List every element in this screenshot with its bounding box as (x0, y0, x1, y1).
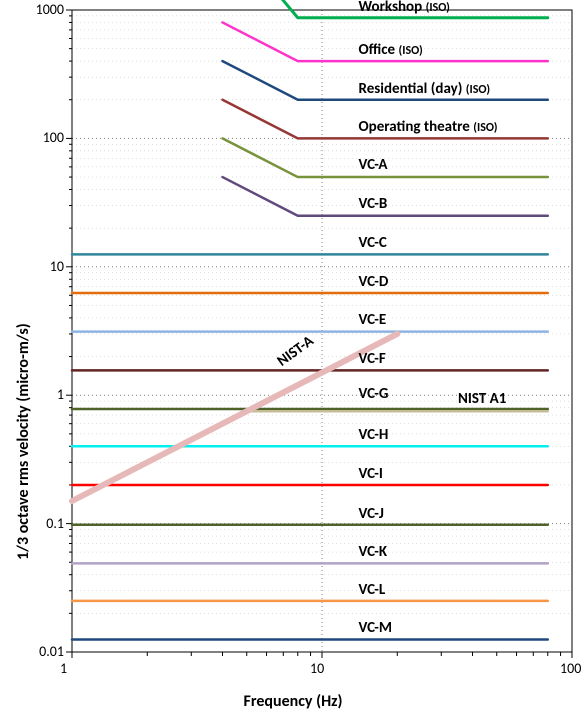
y-tick-label: 0.1 (46, 515, 64, 532)
y-tick-label: 1 (57, 386, 64, 403)
chart-root: 1/3 octave rms velocity (micro-m/s) Freq… (0, 0, 586, 720)
y-tick-label: 0.01 (39, 643, 64, 660)
y-tick-label: 10 (50, 258, 64, 275)
plot-area (0, 0, 586, 720)
x-tick-label: 100 (560, 660, 581, 677)
y-tick-label: 1000 (36, 1, 64, 18)
x-tick-label: 10 (310, 660, 324, 677)
y-tick-label: 100 (43, 129, 64, 146)
x-tick-label: 1 (60, 660, 67, 677)
